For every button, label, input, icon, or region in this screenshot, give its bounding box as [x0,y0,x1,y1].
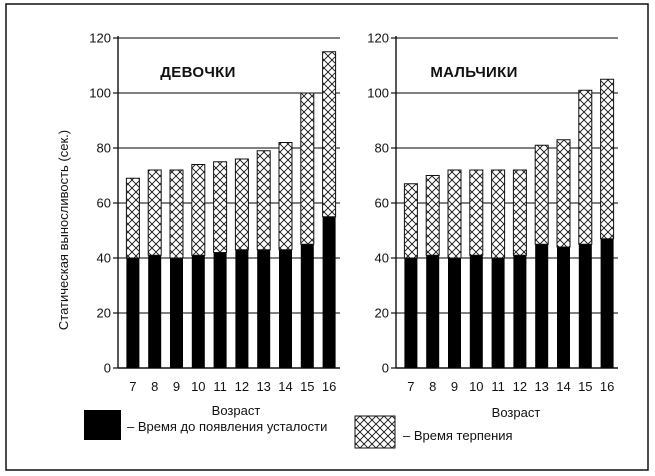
girls-bar-endurance-11 [213,161,228,253]
y-axis-label: Статическая выносливость (сек.) [56,130,71,330]
girls-x-tick-label: 7 [129,379,136,394]
girls-bar-endurance-12 [234,158,249,251]
legend-label-fatigue: – Время до появления усталости [127,419,327,434]
boys-y-tick-label: 100 [367,86,389,101]
boys-x-tick-label: 11 [491,379,505,394]
girls-bar-endurance-10 [191,164,206,256]
boys-panel-title: МАЛЬЧИКИ [430,64,517,81]
boys-bar-endurance-10 [469,169,484,256]
x-axis-label-girls: Возраст [212,403,261,418]
girls-x-tick-label: 9 [173,379,180,394]
boys-bar-endurance-16 [600,78,615,240]
girls-x-tick-label: 11 [213,379,227,394]
girls-y-tick-label: 80 [97,141,111,156]
girls-bar-fatigue-11 [213,252,227,368]
girls-x-tick-label: 15 [300,379,314,394]
boys-bar-endurance-13 [534,144,549,245]
girls-bar-endurance-9 [169,169,184,259]
boys-bar-fatigue-7 [404,258,418,368]
girls-bar-fatigue-12 [235,249,249,368]
boys-x-tick-label: 8 [429,379,436,394]
girls-bar-endurance-7 [125,177,140,259]
girls-x-tick-label: 8 [151,379,158,394]
girls-y-tick-label: 20 [97,306,111,321]
boys-bar-endurance-11 [491,169,506,259]
boys-bar-endurance-8 [425,175,440,256]
boys-bar-fatigue-14 [557,247,570,368]
legend-label-endurance: – Время терпения [403,428,513,443]
girls-x-tick-label: 10 [191,379,205,394]
girls-bar-endurance-13 [256,150,271,251]
boys-x-tick-label: 10 [469,379,483,394]
boys-y-tick-label: 60 [375,196,389,211]
girls-bar-fatigue-9 [170,258,183,368]
girls-y-tick-label: 60 [97,196,111,211]
girls-y-tick-label: 120 [89,31,111,46]
girls-bar-fatigue-15 [300,244,314,368]
girls-y-tick-label: 0 [104,361,111,376]
boys-bar-fatigue-12 [513,255,527,368]
girls-bar-fatigue-10 [191,255,205,368]
legend-swatch-fatigue [84,410,121,440]
boys-x-tick-label: 15 [578,379,592,394]
girls-panel-title: ДЕВОЧКИ [160,64,235,81]
boys-bar-fatigue-9 [448,258,461,368]
girls-panel: 0 20 40 60 80 100 120 7 8 9 10 11 12 13 14 15 16 ДЕВОЧКИ [89,31,340,394]
x-axis-label-boys: Возраст [492,405,541,420]
boys-bar-endurance-15 [578,89,593,245]
boys-bar-fatigue-15 [578,244,592,368]
figure-border [5,3,649,471]
girls-y-tick-label: 40 [97,251,111,266]
boys-x-tick-label: 13 [534,379,548,394]
boys-bar-fatigue-13 [535,244,549,368]
boys-bar-endurance-12 [512,169,527,256]
legend: – Время до появления усталости – Время т… [84,410,513,449]
girls-x-tick-label: 12 [235,379,249,394]
boys-bar-fatigue-10 [469,255,483,368]
boys-x-tick-label: 9 [451,379,458,394]
boys-bar-endurance-9 [447,169,462,259]
boys-bar-fatigue-16 [600,238,614,368]
girls-bar-endurance-15 [300,92,315,245]
boys-x-tick-label: 14 [556,379,570,394]
boys-y-tick-label: 40 [375,251,389,266]
legend-swatch-endurance [354,415,396,449]
boys-y-tick-label: 0 [382,361,389,376]
girls-x-tick-label: 16 [322,379,336,394]
boys-panel: 0 20 40 60 80 100 120 7 8 9 10 11 12 13 14 15 16 МАЛЬЧИКИ [367,31,618,394]
girls-bar-fatigue-14 [279,249,292,368]
girls-bar-fatigue-13 [257,249,271,368]
girls-bar-endurance-14 [278,142,293,251]
boys-y-tick-label: 80 [375,141,389,156]
boys-x-tick-label: 16 [600,379,614,394]
boys-y-tick-label: 120 [367,31,389,46]
girls-bar-endurance-8 [147,169,162,256]
girls-title-backing [158,62,238,82]
boys-x-tick-label: 12 [513,379,527,394]
girls-bar-endurance-16 [322,51,337,218]
boys-bar-fatigue-11 [491,258,505,368]
boys-y-tick-label: 20 [375,306,389,321]
boys-bar-endurance-7 [403,183,418,259]
boys-bar-endurance-14 [556,139,571,248]
girls-y-tick-label: 100 [89,86,111,101]
girls-x-tick-label: 13 [256,379,270,394]
girls-bar-fatigue-16 [322,216,336,368]
boys-x-tick-label: 7 [407,379,414,394]
boys-bar-fatigue-8 [426,255,440,368]
girls-bar-fatigue-7 [126,258,140,368]
girls-x-tick-label: 14 [278,379,292,394]
boys-title-backing [434,62,514,82]
girls-bar-fatigue-8 [148,255,162,368]
